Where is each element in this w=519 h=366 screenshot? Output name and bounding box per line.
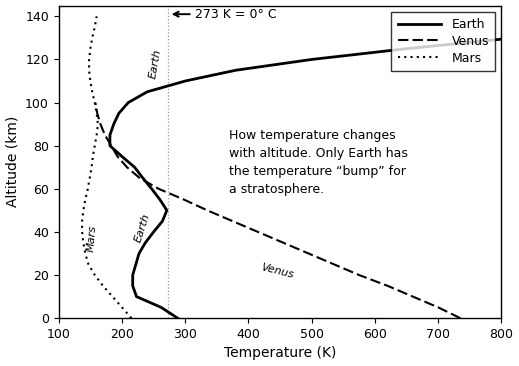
Mars: [93, 111, 100, 116]
Mars: [87, 46, 93, 51]
Mars: [87, 176, 93, 180]
Mars: [82, 251, 88, 256]
Venus: [410, 294, 416, 299]
Earth: [133, 262, 139, 266]
Mars: [92, 100, 98, 105]
Venus: [204, 208, 211, 213]
Venus: [94, 111, 100, 116]
Mars: [82, 197, 88, 202]
Mars: [89, 90, 95, 94]
Earth: [164, 208, 170, 213]
Venus: [356, 273, 362, 277]
Line: Venus: Venus: [95, 102, 460, 318]
Earth: [233, 68, 239, 72]
Mars: [119, 305, 125, 310]
Earth: [140, 176, 146, 180]
Text: Venus: Venus: [260, 262, 294, 280]
Mars: [93, 133, 100, 137]
Earth: [130, 284, 136, 288]
Earth: [511, 36, 517, 40]
Venus: [435, 305, 441, 310]
Earth: [107, 143, 113, 148]
Mars: [100, 284, 106, 288]
Mars: [92, 273, 98, 277]
Mars: [85, 187, 91, 191]
Text: Mars: Mars: [86, 225, 98, 252]
Earth: [148, 187, 155, 191]
Mars: [79, 219, 85, 223]
Line: Earth: Earth: [110, 5, 519, 318]
Venus: [136, 176, 143, 180]
Earth: [130, 273, 136, 277]
Legend: Earth, Venus, Mars: Earth, Venus, Mars: [391, 12, 495, 71]
Mars: [86, 57, 92, 61]
Earth: [174, 316, 181, 320]
Venus: [280, 240, 286, 245]
X-axis label: Temperature (K): Temperature (K): [224, 347, 336, 361]
Earth: [159, 219, 166, 223]
Venus: [102, 133, 108, 137]
Text: Earth: Earth: [147, 48, 162, 79]
Mars: [87, 79, 93, 83]
Mars: [80, 208, 87, 213]
Mars: [128, 316, 134, 320]
Venus: [98, 122, 104, 126]
Mars: [95, 122, 101, 126]
Venus: [181, 197, 187, 202]
Mars: [88, 165, 94, 169]
Venus: [124, 165, 130, 169]
Venus: [114, 154, 120, 159]
Earth: [116, 111, 122, 116]
Text: 273 K = 0° C: 273 K = 0° C: [174, 8, 277, 21]
Text: Earth: Earth: [133, 212, 152, 243]
Earth: [133, 294, 140, 299]
Line: Mars: Mars: [82, 16, 131, 318]
Venus: [108, 143, 114, 148]
Venus: [92, 100, 99, 105]
Mars: [89, 36, 95, 40]
Venus: [305, 251, 311, 256]
Venus: [457, 316, 463, 320]
Earth: [144, 90, 151, 94]
Earth: [107, 133, 113, 137]
Venus: [229, 219, 236, 223]
Earth: [151, 230, 157, 234]
Earth: [125, 100, 131, 105]
Earth: [158, 305, 165, 310]
Text: How temperature changes
with altitude. Only Earth has
the temperature “bump” for: How temperature changes with altitude. O…: [229, 130, 408, 197]
Venus: [156, 187, 162, 191]
Earth: [309, 57, 315, 61]
Earth: [131, 165, 138, 169]
Earth: [111, 122, 117, 126]
Y-axis label: Altitude (km): Altitude (km): [6, 116, 20, 208]
Earth: [136, 251, 142, 256]
Mars: [85, 262, 91, 266]
Mars: [93, 14, 100, 19]
Mars: [80, 240, 87, 245]
Venus: [331, 262, 337, 266]
Earth: [119, 154, 125, 159]
Mars: [92, 143, 98, 148]
Venus: [255, 230, 261, 234]
Venus: [385, 284, 391, 288]
Mars: [86, 68, 92, 72]
Earth: [182, 79, 188, 83]
Mars: [90, 154, 96, 159]
Mars: [79, 230, 85, 234]
Earth: [403, 46, 409, 51]
Earth: [157, 197, 163, 202]
Mars: [110, 294, 116, 299]
Earth: [142, 240, 148, 245]
Mars: [92, 25, 98, 29]
